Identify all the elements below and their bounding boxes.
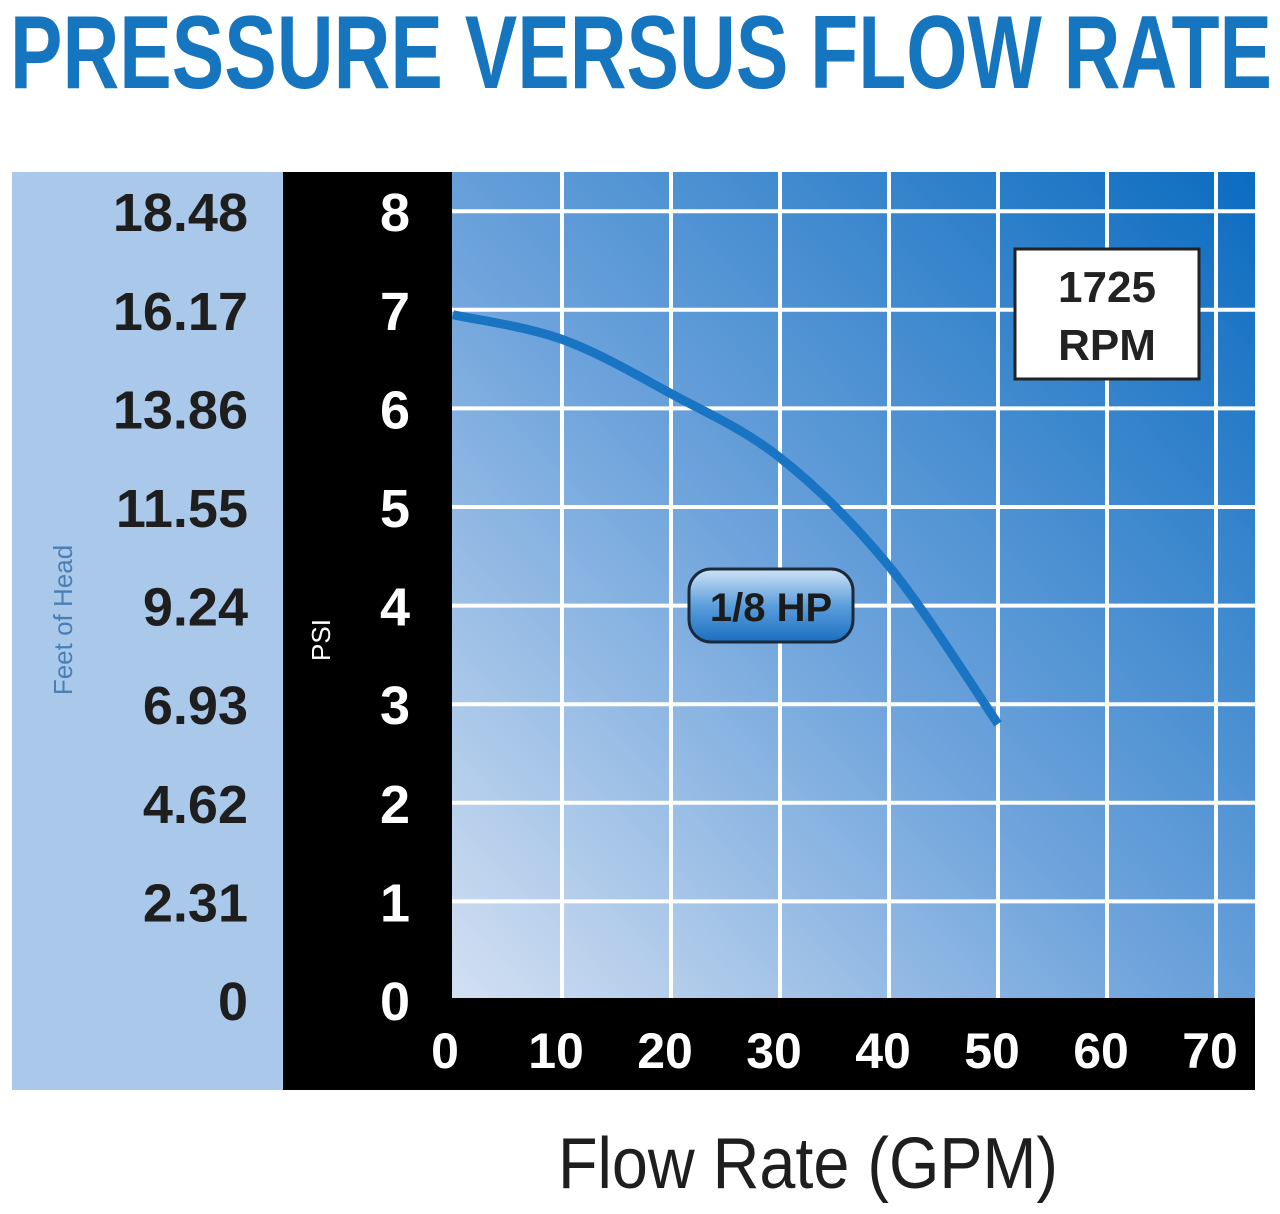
x-axis-panel: [283, 998, 1255, 1090]
feet-tick-label: 11.55: [116, 479, 248, 539]
psi-tick-label: 4: [380, 578, 410, 638]
feet-tick-label: 2.31: [143, 873, 248, 933]
feet-of-head-panel: [12, 172, 283, 1090]
x-tick-label: 10: [528, 1023, 584, 1079]
series-label: 1/8 HP: [710, 586, 832, 630]
x-tick-label: 60: [1073, 1023, 1129, 1079]
x-tick-label: 30: [746, 1023, 802, 1079]
y-axis-label-feet: Feet of Head: [48, 545, 78, 695]
rpm-annotation: 1725 RPM: [1013, 247, 1201, 381]
psi-tick-labels: 0 1 2 3 4 5 6 7 8: [380, 183, 410, 1032]
x-tick-label: 50: [964, 1023, 1020, 1079]
feet-tick-label: 4.62: [143, 775, 248, 835]
x-axis-label: Flow Rate (GPM): [558, 1124, 1058, 1204]
x-tick-label: 70: [1182, 1023, 1238, 1079]
feet-tick-label: 6.93: [143, 676, 248, 736]
x-tick-labels: 0 10 20 30 40 50 60 70: [431, 1023, 1238, 1079]
feet-tick-label: 0: [218, 972, 248, 1032]
rpm-unit: RPM: [1058, 321, 1156, 370]
x-tick-label: 20: [637, 1023, 693, 1079]
x-tick-label: 0: [431, 1023, 459, 1079]
x-tick-label: 40: [855, 1023, 911, 1079]
feet-tick-label: 18.48: [113, 183, 248, 243]
psi-tick-label: 8: [380, 183, 410, 243]
psi-tick-label: 0: [380, 972, 410, 1032]
psi-tick-label: 6: [380, 380, 410, 440]
chart-title: PRESSURE VERSUS FLOW RATE: [10, 0, 1272, 111]
feet-tick-label: 13.86: [113, 380, 248, 440]
psi-tick-label: 7: [380, 282, 410, 342]
psi-tick-label: 3: [380, 676, 410, 736]
psi-axis-panel: [283, 172, 452, 1090]
feet-tick-labels: 0 2.31 4.62 6.93 9.24 11.55 13.86 16.17 18.48: [113, 183, 248, 1032]
grid-lines: [452, 172, 1255, 998]
psi-tick-label: 1: [380, 873, 410, 933]
feet-tick-label: 9.24: [143, 578, 248, 638]
psi-tick-label: 2: [380, 775, 410, 835]
series-line-1-8-hp: [452, 310, 1002, 727]
psi-tick-label: 5: [380, 479, 410, 539]
y-axis-label-psi: PSI: [306, 619, 336, 661]
series-label-pill: 1/8 HP: [687, 567, 855, 644]
rpm-value: 1725: [1058, 263, 1156, 312]
feet-tick-label: 16.17: [113, 282, 248, 342]
